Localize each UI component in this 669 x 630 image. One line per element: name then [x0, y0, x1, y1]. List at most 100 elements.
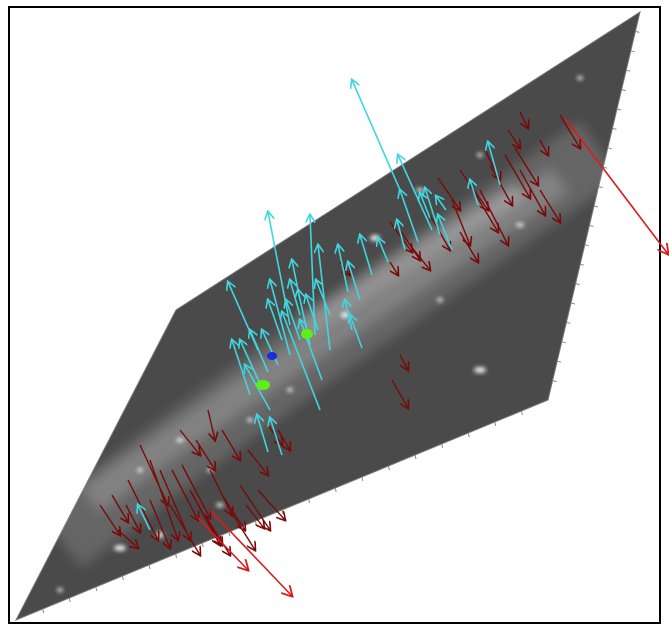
cyan-arrow	[350, 315, 363, 349]
dark-red-arrow	[159, 469, 190, 540]
axis-tick	[148, 564, 151, 570]
cyan-arrow	[282, 312, 321, 411]
dark-red-arrow	[514, 147, 538, 185]
cyan-arrow	[438, 215, 453, 251]
dark-red-arrow	[504, 154, 530, 198]
dark-red-arrow	[111, 494, 128, 522]
dark-red-arrow	[247, 449, 268, 475]
axis-tick	[281, 509, 284, 515]
axis-tick	[580, 263, 585, 266]
green-marker	[256, 380, 270, 390]
cyan-arrow	[488, 142, 501, 186]
axis-tick	[589, 224, 594, 227]
axis-tick	[95, 586, 98, 592]
cyan-arrow	[436, 196, 447, 211]
axis-tick	[334, 487, 337, 493]
dark-red-arrow	[179, 429, 200, 455]
cyan-arrow	[400, 190, 419, 243]
axis-tick	[175, 553, 178, 559]
dark-red-arrow	[207, 409, 215, 440]
cyan-arrow	[378, 238, 389, 263]
cyan-arrow	[310, 215, 316, 336]
dark-red-arrow-group	[99, 111, 580, 555]
dark-red-arrow	[139, 444, 168, 505]
dark-red-arrow	[409, 244, 430, 270]
axis-tick	[607, 147, 612, 150]
dark-red-arrow	[519, 169, 545, 215]
cyan-arrow	[348, 262, 361, 301]
dark-red-arrow	[169, 504, 200, 555]
axis-tick	[414, 454, 417, 460]
bright-red-arrow	[564, 117, 668, 254]
axis-tick	[441, 443, 444, 449]
dark-red-arrow	[479, 189, 508, 245]
axis-tick	[566, 321, 571, 324]
dark-red-arrow	[399, 354, 408, 370]
dark-red-arrow	[221, 429, 240, 460]
axis-tick	[570, 302, 576, 305]
dark-red-arrow	[245, 504, 264, 528]
axis-tick	[598, 186, 603, 189]
axis-tick	[494, 421, 497, 427]
dark-red-arrow	[181, 464, 210, 518]
cyan-arrow	[397, 220, 406, 251]
dark-red-arrow	[221, 494, 245, 530]
axis-tick	[308, 498, 311, 504]
cyan-arrow	[270, 418, 283, 456]
cyan-arrow	[257, 415, 269, 453]
axis-tick	[520, 410, 523, 416]
dark-red-arrow	[125, 504, 140, 532]
axis-tick	[361, 476, 364, 482]
axis-ticks	[42, 30, 640, 614]
dark-red-arrow	[539, 189, 560, 222]
axis-tick	[584, 244, 589, 247]
dark-red-arrow	[195, 439, 215, 470]
axis-tick	[42, 608, 45, 614]
dark-red-arrow	[204, 514, 230, 555]
bright-red-arrow	[197, 517, 248, 570]
green-marker	[301, 329, 313, 339]
axis-tick	[621, 89, 626, 92]
cyan-arrow	[352, 80, 401, 191]
axis-tick	[593, 205, 599, 208]
cyan-arrow	[316, 280, 331, 316]
dark-red-arrow	[559, 114, 580, 148]
axis-tick	[603, 166, 608, 169]
cyan-arrow	[318, 245, 331, 351]
cyan-arrow	[232, 340, 251, 396]
dark-red-arrow	[171, 469, 198, 520]
dark-red-arrow	[389, 261, 398, 275]
axis-tick	[467, 432, 470, 438]
cyan-arrow	[268, 300, 283, 341]
dark-red-arrow	[99, 504, 120, 535]
cyan-arrow	[290, 280, 301, 316]
axis-tick	[387, 465, 390, 471]
blue-marker	[267, 352, 277, 360]
dark-red-arrow	[391, 379, 408, 408]
cyan-arrow	[306, 295, 319, 331]
axis-tick	[630, 50, 635, 53]
axis-tick	[121, 575, 124, 581]
cyan-arrow	[286, 300, 301, 341]
cyan-arrow	[228, 282, 259, 351]
dark-red-arrow	[437, 177, 460, 210]
dark-red-arrow	[539, 139, 548, 155]
axis-tick	[552, 380, 557, 383]
cyan-arrow	[360, 235, 373, 276]
axis-tick	[228, 531, 231, 537]
cyan-arrow	[338, 245, 349, 293]
dark-red-arrow	[507, 129, 520, 148]
dark-red-arrow	[149, 459, 178, 540]
axis-tick	[68, 597, 71, 603]
dark-red-arrow	[257, 489, 285, 520]
bright-red-arrow	[209, 509, 292, 596]
axis-tick	[201, 542, 204, 548]
dark-red-arrow	[277, 429, 290, 450]
bright-red-arrow-group	[197, 117, 668, 596]
axis-tick	[626, 69, 631, 72]
cyan-arrow	[138, 505, 151, 531]
cyan-arrow	[470, 180, 479, 206]
dark-red-arrow	[117, 529, 138, 548]
axis-tick	[557, 360, 562, 363]
